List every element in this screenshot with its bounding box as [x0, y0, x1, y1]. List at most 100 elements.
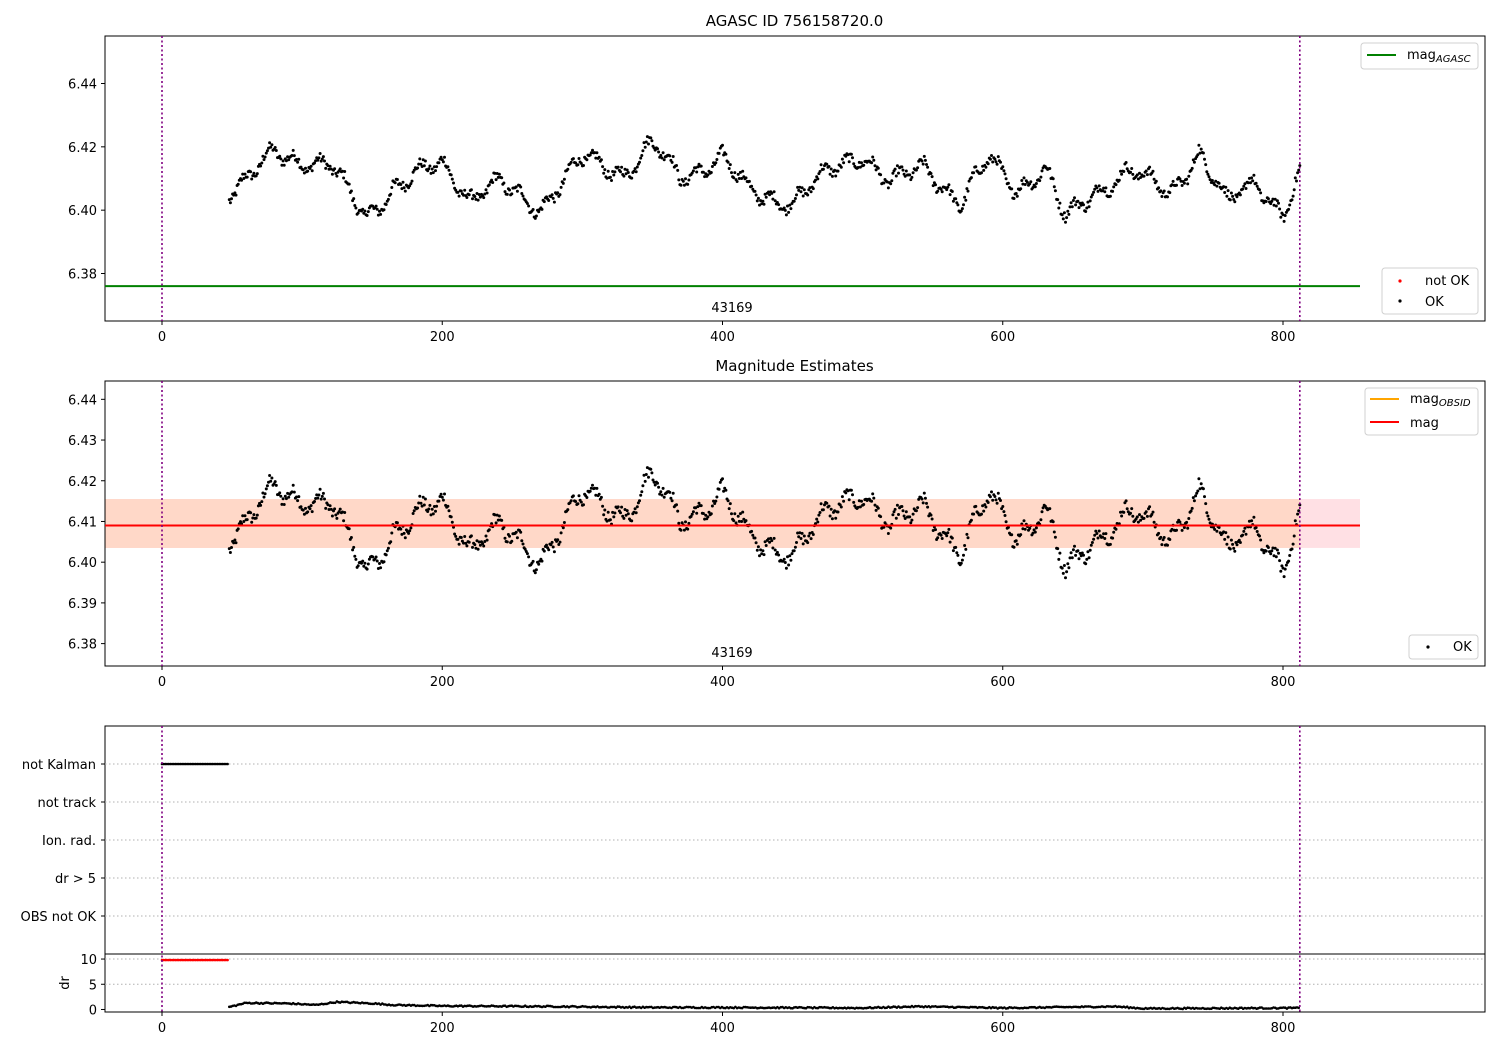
ok-point [963, 544, 967, 547]
ok-point [969, 176, 973, 180]
ok-point [1102, 186, 1106, 190]
ok-point [1070, 205, 1074, 209]
ok-point [1187, 174, 1191, 178]
ok-point [821, 167, 825, 171]
ok-point [591, 148, 594, 152]
ok-point [1142, 516, 1146, 520]
ok-point [771, 197, 775, 201]
ok-point [500, 518, 504, 522]
ok-point [923, 158, 927, 162]
ok-point [1028, 526, 1032, 530]
ok-point [1283, 214, 1287, 217]
ok-point [351, 548, 355, 552]
y-tick-label: 6.40 [68, 556, 97, 571]
ok-point [462, 193, 465, 197]
ok-point [894, 174, 898, 178]
ok-point [993, 157, 997, 161]
x-tick-label: 800 [1271, 675, 1296, 690]
ok-point [691, 169, 695, 173]
ok-point [250, 177, 254, 181]
ok-point [634, 170, 638, 174]
ok-point [409, 526, 413, 530]
ok-point [382, 208, 386, 212]
ok-point [487, 528, 491, 532]
ok-point [730, 171, 733, 175]
ok-point [1068, 556, 1072, 560]
ok-point [926, 505, 930, 509]
legend-agasc: magAGASC [1360, 42, 1479, 70]
ok-point [240, 522, 244, 526]
ok-point [476, 547, 480, 551]
ok-point [333, 507, 337, 511]
ok-point [930, 517, 934, 521]
ok-point [608, 175, 612, 179]
ok-point [484, 188, 488, 192]
ok-point [341, 169, 344, 173]
ok-point [939, 533, 943, 537]
ok-point [1093, 533, 1097, 537]
ok-point [242, 520, 246, 523]
ok-point [630, 519, 634, 523]
ok-point [602, 513, 606, 517]
ok-point [1228, 547, 1232, 551]
ok-point [1190, 166, 1194, 170]
ok-point [1002, 510, 1006, 514]
ok-point [549, 543, 553, 547]
ok-point [1097, 184, 1101, 188]
ok-point [487, 183, 491, 187]
ok-point [1125, 167, 1129, 171]
ok-point [1145, 514, 1149, 518]
ok-point [1296, 171, 1300, 175]
ok-point [754, 193, 758, 197]
y-tick-label: 6.40 [68, 204, 97, 219]
ok-point [1178, 520, 1182, 524]
ok-point [988, 157, 992, 161]
ok-point [1196, 489, 1200, 493]
ok-point [296, 160, 300, 164]
ok-point [599, 158, 603, 162]
ok-point [710, 165, 714, 168]
ok-point [1175, 528, 1178, 532]
ok-point [434, 509, 437, 513]
ok-point [876, 166, 880, 170]
ok-point [722, 489, 726, 493]
ok-point [608, 518, 612, 522]
ok-point [1095, 186, 1099, 190]
ok-point [817, 513, 821, 517]
ok-point [1089, 543, 1093, 547]
ok-point [577, 157, 581, 160]
ok-point [1282, 219, 1286, 223]
ok-point [597, 155, 601, 159]
ok-point [234, 541, 238, 545]
ok-point [965, 532, 969, 536]
ok-point [811, 533, 815, 536]
ok-point [1056, 547, 1060, 551]
ok-point [823, 503, 826, 507]
ok-point [1148, 165, 1152, 169]
ok-point [1038, 179, 1042, 183]
ok-point [873, 503, 877, 507]
ok-point [320, 157, 324, 161]
ok-point [715, 158, 719, 161]
ok-point [1101, 189, 1104, 193]
ok-point [552, 550, 556, 554]
ok-point [1023, 527, 1027, 531]
ok-point [1088, 199, 1092, 203]
ok-point [1076, 549, 1080, 553]
ok-point [562, 521, 566, 524]
ok-point [304, 166, 307, 170]
ok-point [362, 211, 366, 215]
ok-point [1131, 172, 1135, 176]
ok-point [418, 494, 422, 498]
ok-point [1040, 169, 1044, 173]
ok-point [871, 492, 875, 496]
ok-point [1048, 507, 1052, 511]
ok-point [893, 507, 897, 511]
ok-point [908, 515, 912, 519]
ok-point [1279, 215, 1283, 219]
ok-point [858, 505, 862, 509]
ok-point [1144, 510, 1148, 514]
ok-point [1139, 176, 1143, 179]
ok-point [521, 194, 525, 198]
ok-point [270, 476, 274, 480]
